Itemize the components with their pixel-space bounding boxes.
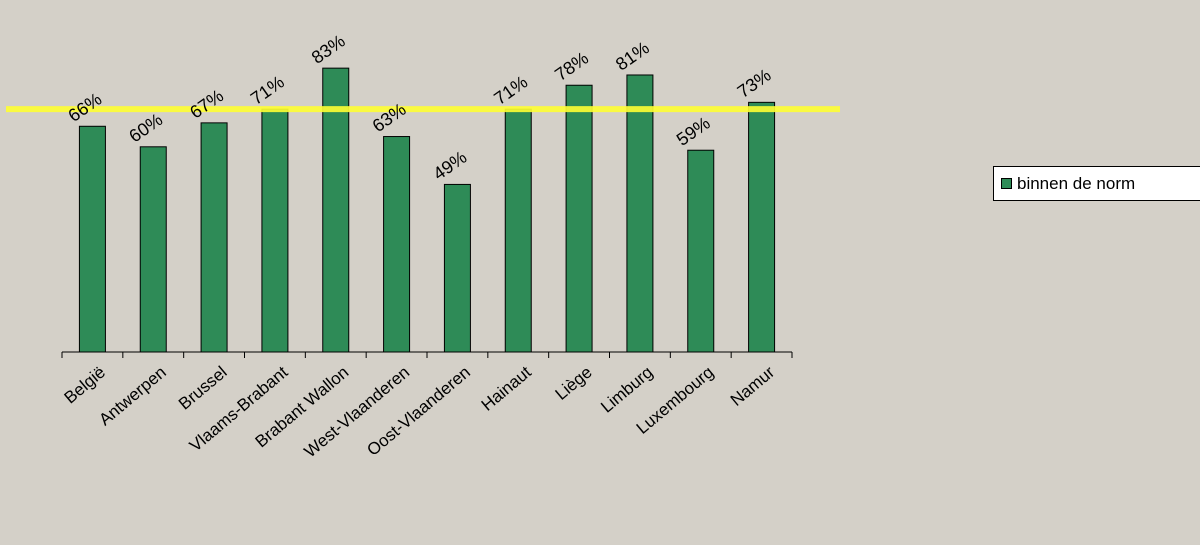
bar: [443, 183, 471, 353]
x-tick-label: Namur: [727, 362, 779, 410]
data-label: 49%: [429, 147, 470, 184]
x-tick-label: Oost-Vlaanderen: [363, 363, 474, 460]
bar: [504, 108, 532, 353]
x-tick-label: Liège: [552, 363, 596, 404]
x-tick-label: Brussel: [175, 363, 231, 414]
data-label: 66%: [64, 89, 105, 126]
bar: [748, 101, 776, 353]
bar: [565, 84, 593, 353]
bar: [322, 67, 350, 353]
data-label: 59%: [673, 113, 714, 150]
data-label: 73%: [734, 65, 775, 102]
x-tick-label: Limburg: [597, 363, 656, 417]
bar: [687, 149, 715, 353]
x-tick-label: West-Vlaanderen: [301, 363, 414, 462]
bar: [383, 136, 411, 353]
data-label: 60%: [125, 109, 166, 146]
data-label: 63%: [369, 99, 410, 136]
data-label: 78%: [551, 48, 592, 85]
x-tick-label: Antwerpen: [95, 363, 169, 430]
data-label: 71%: [247, 72, 288, 109]
legend-label: binnen de norm: [1017, 173, 1136, 193]
bar: [78, 125, 106, 353]
bar: [139, 146, 167, 353]
bar: [626, 74, 654, 353]
data-label: 81%: [612, 38, 653, 75]
data-label: 67%: [186, 85, 227, 122]
bar: [200, 122, 228, 353]
legend: binnen de norm: [993, 166, 1200, 201]
bar: [261, 108, 289, 353]
x-tick-label: Hainaut: [478, 362, 535, 414]
data-label: 71%: [490, 72, 531, 109]
x-tick-label: België: [61, 363, 109, 408]
legend-swatch: [1001, 178, 1012, 189]
data-label: 83%: [308, 31, 349, 68]
